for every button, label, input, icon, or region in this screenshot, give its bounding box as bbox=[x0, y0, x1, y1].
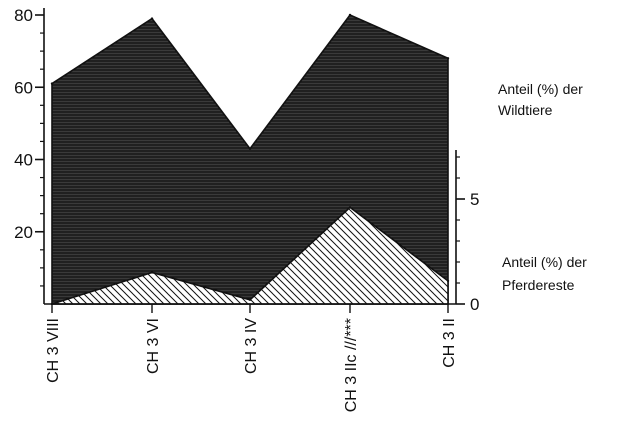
series-annotation: Wildtiere bbox=[498, 102, 553, 118]
point-pferdereste-1 bbox=[150, 271, 154, 274]
point-pferdereste-2 bbox=[248, 298, 252, 301]
point-wildtiere-2 bbox=[248, 147, 252, 150]
right-y-tick-label: 5 bbox=[470, 190, 479, 209]
series-annotation: Anteil (%) der bbox=[502, 254, 587, 270]
point-wildtiere-3 bbox=[348, 13, 352, 17]
left-y-tick-label: 60 bbox=[14, 78, 33, 97]
series-annotation: Anteil (%) der bbox=[498, 81, 583, 97]
chart-labels: 20 40 60 80 0 5 CH 3 VIII CH 3 VI CH 3 IV CH 3 II… bbox=[14, 6, 587, 412]
point-pferdereste-4 bbox=[446, 279, 450, 283]
x-category-label: CH 3 IIc ///*** bbox=[343, 318, 360, 412]
point-wildtiere-0 bbox=[50, 82, 54, 85]
right-y-tick-label: 0 bbox=[470, 295, 479, 314]
point-pferdereste-3 bbox=[348, 206, 352, 209]
left-y-tick-label: 20 bbox=[14, 223, 33, 242]
left-y-tick-label: 80 bbox=[14, 6, 33, 25]
left-y-tick-label: 40 bbox=[14, 151, 33, 170]
series-annotation: Pferdereste bbox=[502, 277, 575, 293]
x-category-label: CH 3 II bbox=[441, 318, 458, 368]
plot-areas bbox=[50, 13, 450, 306]
x-category-label: CH 3 VI bbox=[145, 318, 162, 374]
point-wildtiere-4 bbox=[446, 57, 450, 60]
x-category-label: CH 3 IV bbox=[243, 318, 260, 374]
point-wildtiere-1 bbox=[150, 17, 154, 20]
x-category-label: CH 3 VIII bbox=[45, 318, 62, 383]
axes bbox=[35, 8, 465, 313]
